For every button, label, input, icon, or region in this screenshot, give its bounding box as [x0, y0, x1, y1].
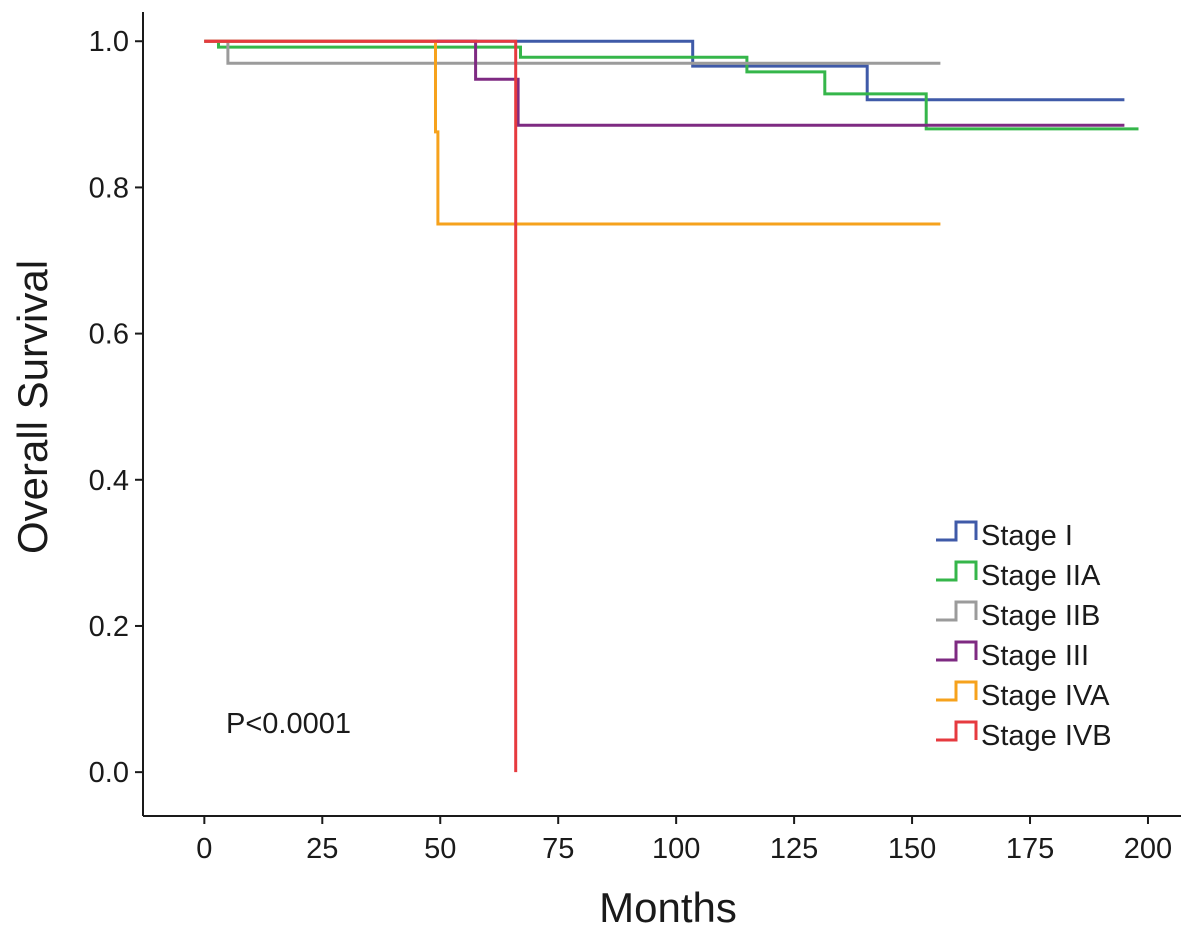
x-tick-label: 50 [424, 833, 456, 865]
legend-item-stage-iib: Stage IIB [936, 600, 1100, 632]
series-line-stage-iva [204, 39, 941, 226]
ticks-layer: 0 25 50 75 100 125 150 175 200 0.0 0.2 0.4 0.6 0.8 1.0 [89, 26, 1172, 865]
legend-item-stage-iva: Stage IVA [936, 680, 1110, 712]
series-line-stage-i [204, 39, 1125, 102]
series-line-stage-iia [217, 41, 1139, 131]
x-tick-label: 150 [888, 833, 936, 865]
y-tick-label: 1.0 [89, 26, 129, 58]
axes-layer [142, 12, 1181, 817]
legend-item-stage-i: Stage I [936, 520, 1073, 552]
p-value-annotation: P<0.0001 [226, 708, 351, 740]
x-axis-title: Months [599, 884, 737, 931]
legend: Stage I Stage IIA Stage IIB Stage III Stage … [936, 520, 1112, 752]
x-tick-label: 0 [196, 833, 212, 865]
legend-item-stage-ivb: Stage IVB [936, 720, 1112, 752]
y-axis-title: Overall Survival [9, 260, 56, 554]
legend-swatch [936, 600, 978, 622]
y-tick-label: 0.0 [89, 757, 129, 789]
y-tick-label: 0.2 [89, 611, 129, 643]
x-tick-label: 25 [306, 833, 338, 865]
x-tick-label: 175 [1006, 833, 1054, 865]
legend-swatch [936, 640, 978, 662]
x-tick-label: 125 [770, 833, 818, 865]
x-tick-label: 100 [652, 833, 700, 865]
series-line-stage-iib [204, 39, 941, 65]
legend-label: Stage I [981, 520, 1073, 552]
legend-label: Stage IVB [981, 720, 1112, 752]
legend-item-stage-iii: Stage III [936, 640, 1089, 672]
legend-item-stage-iia: Stage IIA [936, 560, 1101, 592]
legend-label: Stage IIA [981, 560, 1101, 592]
series-layer [204, 39, 1139, 773]
x-tick-label: 200 [1124, 833, 1172, 865]
legend-swatch [936, 520, 978, 542]
legend-swatch [936, 560, 978, 582]
y-tick-label: 0.8 [89, 172, 129, 204]
y-tick-label: 0.6 [89, 319, 129, 351]
legend-label: Stage IIB [981, 600, 1100, 632]
x-tick-label: 75 [542, 833, 574, 865]
y-tick-label: 0.4 [89, 465, 129, 497]
series-line-stage-iii [204, 39, 1125, 127]
legend-swatch [936, 680, 978, 702]
legend-swatch [936, 720, 978, 742]
legend-label: Stage IVA [981, 680, 1110, 712]
legend-label: Stage III [981, 640, 1089, 672]
series-line-stage-ivb [204, 39, 518, 773]
